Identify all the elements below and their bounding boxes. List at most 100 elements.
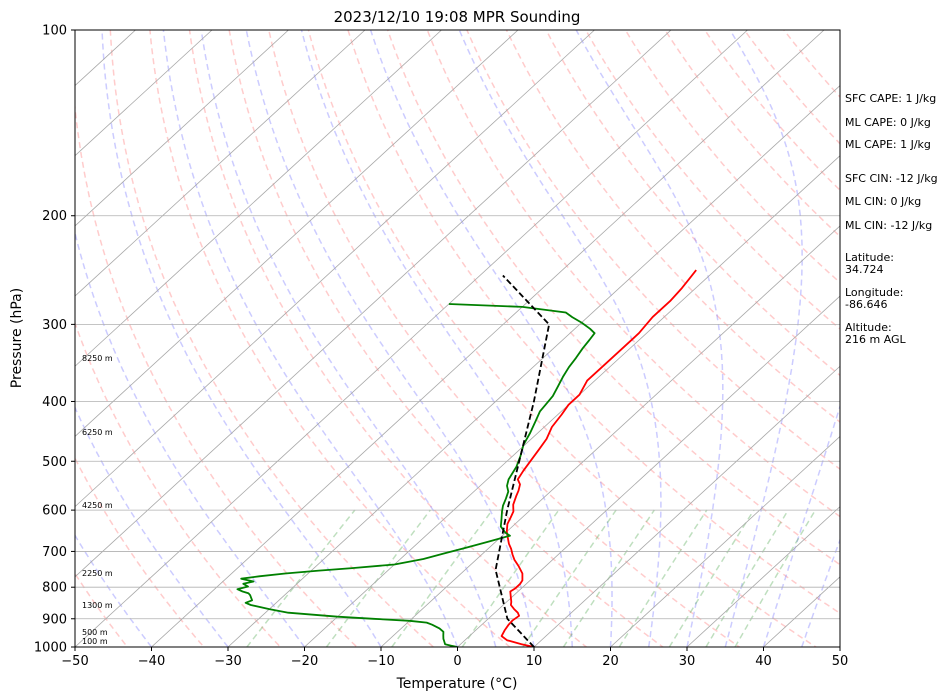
altitude-label: 500 m [82,628,108,637]
dry-adiabat [109,30,435,647]
sounding-parameters: SFC CAPE: 1 J/kg ML CAPE: 0 J/kg ML CAPE: … [845,92,938,346]
dry-adiabat [75,456,205,647]
x-tick-label: −30 [214,654,241,669]
profile-line [500,269,697,647]
isotherm [686,506,840,647]
moist-adiabat [75,230,306,647]
moist-adiabat [101,30,382,647]
moist-adiabat [162,30,459,647]
y-tick-label: 900 [42,612,67,627]
dry-adiabat [188,30,588,647]
moist-adiabat [200,30,497,647]
dry-adiabat [228,30,665,647]
x-tick-label: 0 [453,654,461,669]
sounding-parameter: ML CIN: 0 J/kg [845,195,921,208]
x-tick-label: −20 [291,654,318,669]
dry-adiabat [743,30,840,145]
isotherm [610,435,840,647]
pressure-gridlines [75,29,840,648]
isotherm [227,84,840,647]
x-tick-label: −10 [367,654,394,669]
dry-adiabat [307,30,818,647]
sounding-parameter: Longitude: [845,286,903,299]
dry-adiabat [75,100,359,647]
isotherm [75,30,748,647]
moist-adiabat [300,30,574,647]
sounding-parameter: Latitude: [845,251,894,264]
altitude-label: 8250 m [82,354,113,363]
sounding-parameter: ML CAPE: 0 J/kg [845,116,931,129]
x-tick-label: −40 [138,654,165,669]
x-tick-label: −50 [61,654,88,669]
moist-adiabat [245,30,535,647]
y-tick-label: 500 [42,455,67,470]
moist-adiabat [75,533,153,647]
x-axis: −50 −40 −30 −20 −10 0 10 20 30 40 50 [61,647,848,669]
moist-adiabat [369,30,613,647]
moist-adiabat [762,403,840,647]
dry-adiabat [505,30,840,424]
isotherm [75,30,213,157]
y-tick-label: 800 [42,581,67,596]
y-tick-label: 300 [42,318,67,333]
dry-adiabat [149,30,512,647]
isotherm [304,155,840,647]
mixing-ratio-line [246,509,356,647]
dry-adiabat [75,572,129,647]
profile-line [494,274,550,647]
isotherm [75,30,442,367]
x-tick-label: 30 [679,654,696,669]
profile-lines [236,269,697,647]
altitude-label: 1300 m [82,601,113,610]
isotherm [457,295,840,647]
altitude-label: 4250 m [82,501,113,510]
y-axis: 1000 900 800 700 600 500 400 300 200 100 [34,24,75,656]
moist-adiabat [724,30,803,647]
sounding-parameter: SFC CIN: -12 J/kg [845,172,938,185]
sounding-parameter: 34.724 [845,263,884,276]
altitude-label: 100 m [82,637,108,646]
dry-adiabat [426,30,840,518]
isotherm [75,30,289,227]
isotherm [75,30,672,578]
y-tick-label: 700 [42,545,67,560]
sounding-parameter: ML CAPE: 1 J/kg [845,138,931,151]
dry-adiabat [466,30,840,471]
y-tick-label: 200 [42,209,67,224]
mixing-ratio-line [705,509,789,647]
dry-adiabat [75,321,282,647]
plot-frame [74,29,841,648]
moist-adiabat [458,30,662,647]
altitude-label: 6250 m [82,428,113,437]
sounding-parameter: Altitude: [845,321,892,334]
isotherm [380,225,840,647]
isotherm [75,30,519,437]
isotherm [75,30,595,508]
moist-adiabat [575,30,724,647]
sounding-parameter: 216 m AGL [845,333,907,346]
isotherm [151,30,825,647]
x-tick-label: 50 [832,654,849,669]
x-axis-title: Temperature (°C) [396,676,518,692]
dry-adiabat [268,30,741,647]
mixing-ratio-line [325,509,431,647]
y-tick-label: 1000 [34,641,67,656]
mixing-ratio-line [522,509,617,647]
y-tick-label: 100 [42,24,67,39]
y-tick-label: 400 [42,395,67,410]
y-axis-title: Pressure (hPa) [9,288,25,388]
moist-adiabat [75,405,229,647]
isotherm [75,30,366,297]
y-tick-label: 600 [42,504,67,519]
x-tick-label: 20 [602,654,619,669]
chart-title: 2023/12/10 19:08 MPR Sounding [334,8,581,26]
x-tick-label: 40 [755,654,772,669]
sounding-parameter: SFC CAPE: 1 J/kg [845,92,936,105]
sounding-parameter: ML CIN: -12 J/kg [845,219,932,232]
profile-line [236,303,596,647]
mixing-ratio-line [668,509,755,647]
reference-lines [75,30,840,647]
x-tick-label: 10 [526,654,543,669]
